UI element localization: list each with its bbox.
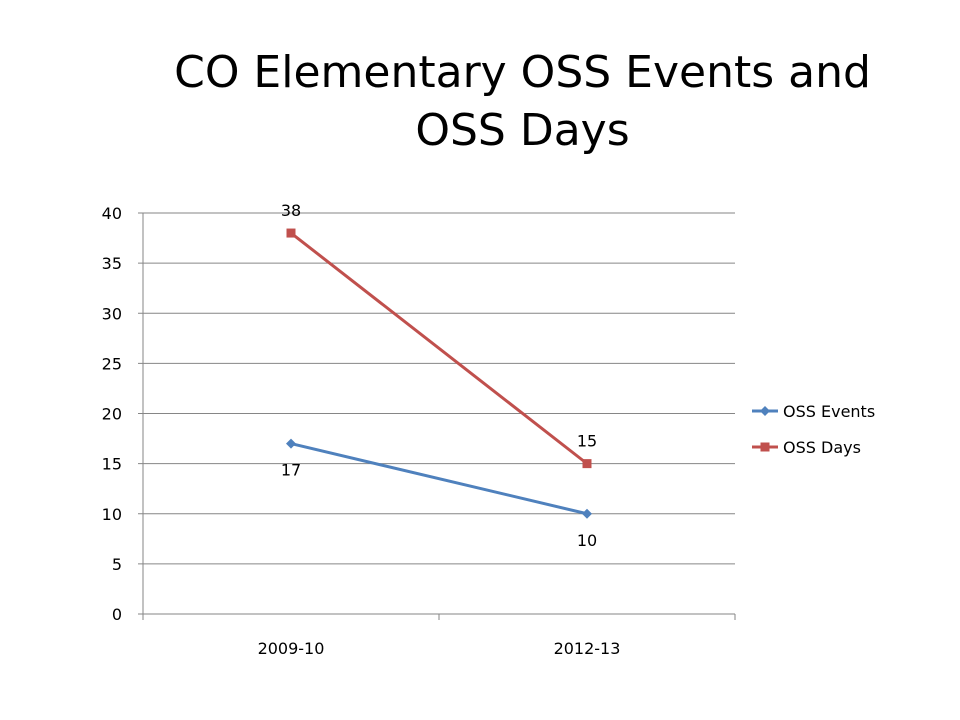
series-line [290, 231, 588, 465]
legend-label: OSS Events [783, 402, 875, 421]
data-label: 15 [577, 432, 597, 451]
y-tick-label: 15 [102, 455, 122, 474]
y-tick-label: 40 [102, 204, 122, 223]
legend-item: OSS Events [752, 402, 875, 421]
series-oss-events [286, 438, 592, 519]
legend: OSS Events OSS Days [752, 402, 875, 457]
x-tick-label: 2012-13 [554, 639, 621, 658]
gridlines [143, 212, 735, 615]
chart-title: CO Elementary OSS Events and OSS Days [174, 47, 871, 156]
x-tick-label: 2009-10 [258, 639, 325, 658]
data-label: 38 [281, 201, 301, 220]
y-tick-label: 25 [102, 354, 122, 373]
series-oss-days [286, 228, 592, 469]
y-tick-label: 5 [112, 555, 122, 574]
data-labels: 17 10 38 15 [281, 201, 597, 550]
data-point [582, 459, 592, 469]
x-axis-tick-labels: 2009-10 2012-13 [258, 639, 621, 658]
y-axis-tick-labels: 0 5 10 15 20 25 30 35 40 [102, 204, 122, 624]
y-tick-label: 30 [102, 304, 122, 323]
legend-item: OSS Days [752, 438, 861, 457]
data-point [286, 228, 296, 238]
data-point [582, 508, 592, 519]
legend-marker [760, 406, 770, 416]
axes [138, 212, 736, 620]
series-line [290, 442, 588, 516]
data-label: 17 [281, 461, 301, 480]
data-label: 10 [577, 531, 597, 550]
y-tick-label: 20 [102, 405, 122, 424]
data-point [286, 438, 296, 449]
legend-label: OSS Days [783, 438, 861, 457]
y-tick-label: 0 [112, 605, 122, 624]
y-tick-label: 35 [102, 254, 122, 273]
y-tick-label: 10 [102, 505, 122, 524]
legend-marker [760, 442, 770, 452]
series [286, 228, 592, 519]
